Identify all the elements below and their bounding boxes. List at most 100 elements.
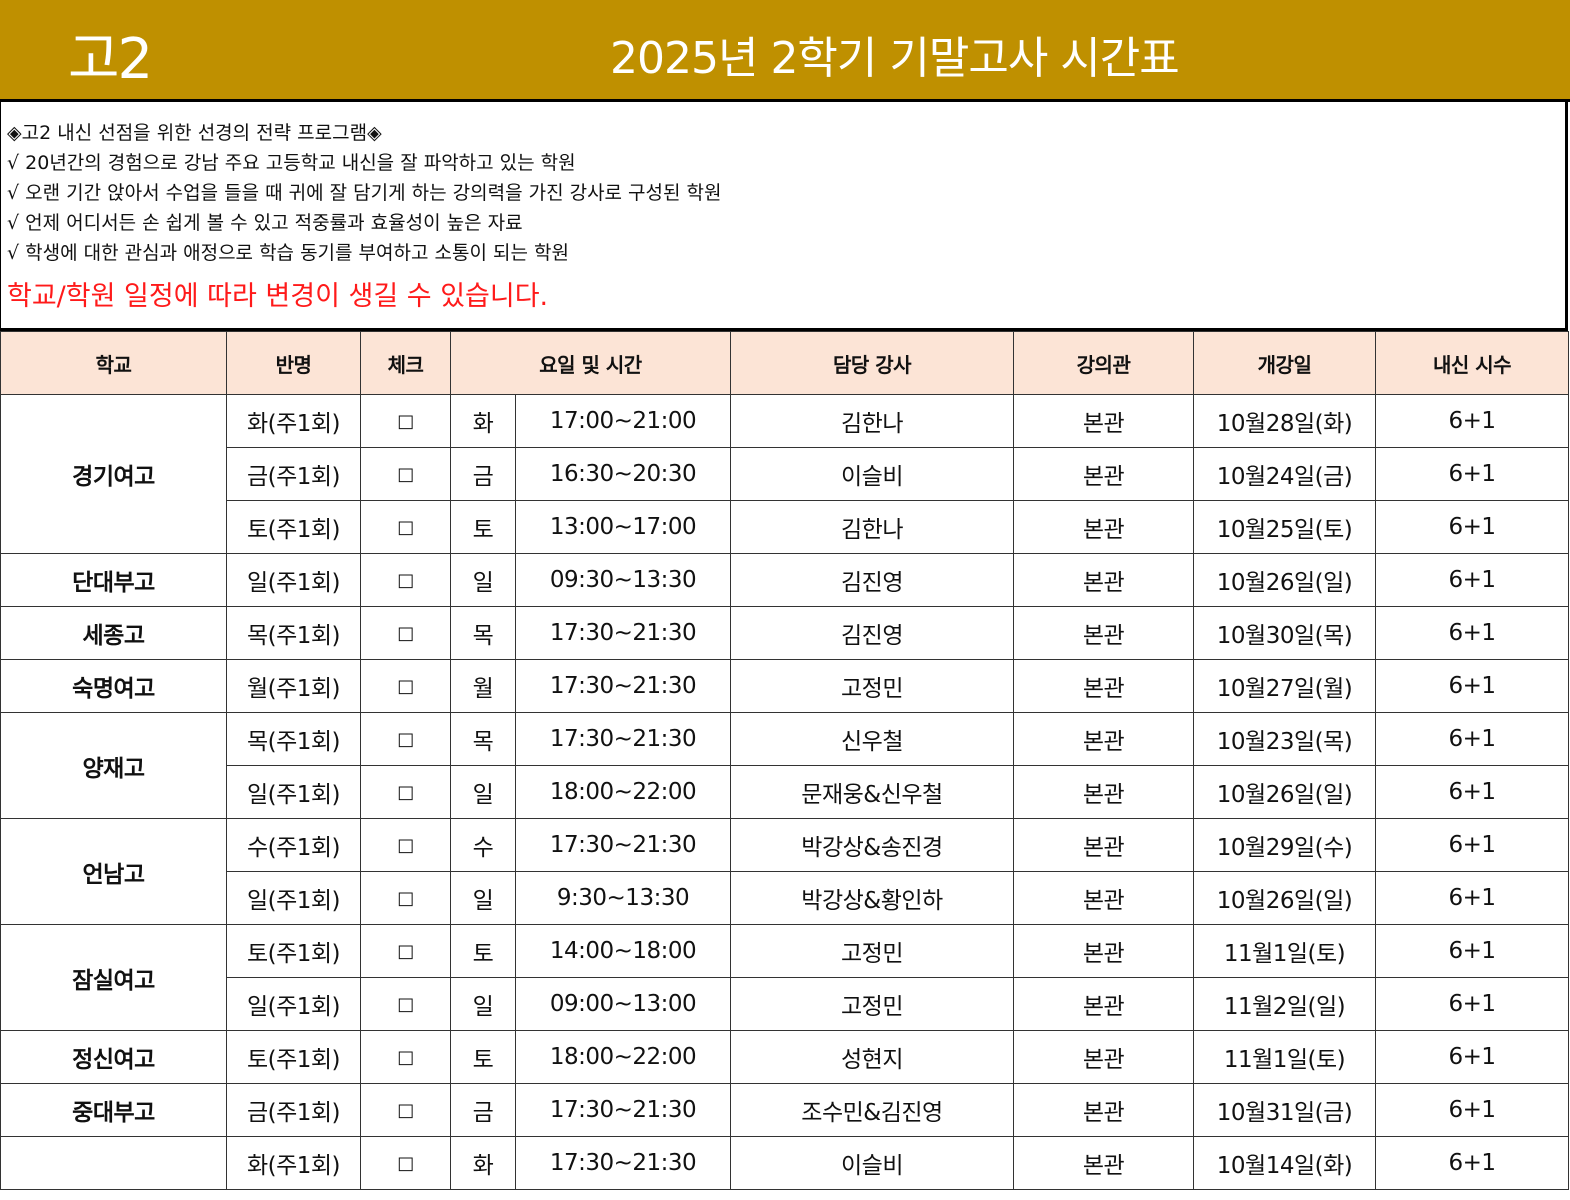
intro-line: √ 언제 어디서든 손 쉽게 볼 수 있고 적중률과 효율성이 높은 자료 xyxy=(7,212,523,234)
checkbox[interactable]: □ xyxy=(360,871,451,925)
hall-cell: 본관 xyxy=(1013,500,1194,554)
hall-cell: 본관 xyxy=(1013,553,1194,607)
start-date-cell: 10월26일(일) xyxy=(1193,553,1376,607)
day-cell: 토 xyxy=(450,1030,516,1084)
hall-cell: 본관 xyxy=(1013,394,1194,448)
day-cell: 화 xyxy=(450,1136,516,1190)
school-cell: 경기여고 xyxy=(0,394,227,554)
hours-cell: 6+1 xyxy=(1375,659,1569,713)
hours-cell: 6+1 xyxy=(1375,606,1569,660)
start-date-cell: 10월24일(금) xyxy=(1193,447,1376,501)
day-cell: 일 xyxy=(450,977,516,1031)
school-cell: 언남고 xyxy=(0,818,227,925)
teacher-cell: 고정민 xyxy=(730,977,1014,1031)
intro-heading: ◈고2 내신 선점을 위한 선경의 전략 프로그램◈ xyxy=(7,122,382,144)
hours-cell: 6+1 xyxy=(1375,1136,1569,1190)
hours-cell: 6+1 xyxy=(1375,818,1569,872)
teacher-cell: 성현지 xyxy=(730,1030,1014,1084)
hall-cell: 본관 xyxy=(1013,712,1194,766)
school-cell xyxy=(0,1136,227,1190)
table-row: 토(주1회) □ 토 13:00~17:00 김한나 본관 10월25일(토) 6+1 xyxy=(1,500,1569,554)
time-cell: 17:00~21:00 xyxy=(515,394,731,448)
day-cell: 금 xyxy=(450,447,516,501)
header-school: 학교 xyxy=(0,331,227,395)
time-cell: 17:30~21:30 xyxy=(515,1136,731,1190)
checkbox[interactable]: □ xyxy=(360,818,451,872)
checkbox[interactable]: □ xyxy=(360,765,451,819)
start-date-cell: 11월1일(토) xyxy=(1193,924,1376,978)
time-cell: 17:30~21:30 xyxy=(515,818,731,872)
hours-cell: 6+1 xyxy=(1375,924,1569,978)
teacher-cell: 김한나 xyxy=(730,394,1014,448)
time-cell: 17:30~21:30 xyxy=(515,1083,731,1137)
hours-cell: 6+1 xyxy=(1375,1030,1569,1084)
checkbox[interactable]: □ xyxy=(360,394,451,448)
table-row: 잠실여고 토(주1회) □ 토 14:00~18:00 고정민 본관 11월1일(토) 6+1 xyxy=(0,924,1569,1031)
time-cell: 09:00~13:00 xyxy=(515,977,731,1031)
time-cell: 18:00~22:00 xyxy=(515,1030,731,1084)
class-name-cell: 화(주1회) xyxy=(226,394,361,448)
teacher-cell: 김한나 xyxy=(730,500,1014,554)
school-cell: 잠실여고 xyxy=(0,924,227,1031)
class-name-cell: 토(주1회) xyxy=(226,924,361,978)
checkbox[interactable]: □ xyxy=(360,977,451,1031)
hours-cell: 6+1 xyxy=(1375,871,1569,925)
table-row: 양재고 목(주1회) □ 목 17:30~21:30 신우철 본관 10월23일(목) 6+1 xyxy=(0,712,1569,819)
hall-cell: 본관 xyxy=(1013,1030,1194,1084)
table-row: 경기여고 화(주1회) □ 화 17:00~21:00 김한나 본관 10월28일(화) 6+1 xyxy=(0,394,1569,554)
day-cell: 일 xyxy=(450,553,516,607)
title-banner: 고2 2025년 2학기 기말고사 시간표 xyxy=(0,0,1570,102)
day-cell: 목 xyxy=(450,712,516,766)
day-cell: 일 xyxy=(450,871,516,925)
checkbox[interactable]: □ xyxy=(360,500,451,554)
hours-cell: 6+1 xyxy=(1375,553,1569,607)
class-name-cell: 토(주1회) xyxy=(226,500,361,554)
hall-cell: 본관 xyxy=(1013,1136,1194,1190)
school-cell: 정신여고 xyxy=(0,1030,227,1084)
hall-cell: 본관 xyxy=(1013,447,1194,501)
checkbox[interactable]: □ xyxy=(360,606,451,660)
table-row: 정신여고 토(주1회) □ 토 18:00~22:00 성현지 본관 11월1일(토) 6+1 xyxy=(0,1030,1569,1084)
hours-cell: 6+1 xyxy=(1375,765,1569,819)
checkbox[interactable]: □ xyxy=(360,659,451,713)
checkbox[interactable]: □ xyxy=(360,924,451,978)
checkbox[interactable]: □ xyxy=(360,712,451,766)
day-cell: 목 xyxy=(450,606,516,660)
teacher-cell: 문재웅&신우철 xyxy=(730,765,1014,819)
class-name-cell: 일(주1회) xyxy=(226,977,361,1031)
grade-label: 고2 xyxy=(68,27,153,92)
checkbox[interactable]: □ xyxy=(360,447,451,501)
hours-cell: 6+1 xyxy=(1375,712,1569,766)
class-name-cell: 화(주1회) xyxy=(226,1136,361,1190)
time-cell: 17:30~21:30 xyxy=(515,606,731,660)
schedule-table: 학교 반명 체크 요일 및 시간 담당 강사 강의관 개강일 내신 시수 경기여… xyxy=(0,331,1569,1190)
start-date-cell: 11월1일(토) xyxy=(1193,1030,1376,1084)
time-cell: 17:30~21:30 xyxy=(515,659,731,713)
teacher-cell: 신우철 xyxy=(730,712,1014,766)
hall-cell: 본관 xyxy=(1013,924,1194,978)
checkbox[interactable]: □ xyxy=(360,1083,451,1137)
day-cell: 월 xyxy=(450,659,516,713)
checkbox[interactable]: □ xyxy=(360,553,451,607)
class-name-cell: 일(주1회) xyxy=(226,553,361,607)
intro-line: √ 오랜 기간 앉아서 수업을 들을 때 귀에 잘 담기게 하는 강의력을 가진… xyxy=(7,182,722,204)
hall-cell: 본관 xyxy=(1013,606,1194,660)
hall-cell: 본관 xyxy=(1013,818,1194,872)
header-day-time: 요일 및 시간 xyxy=(450,331,731,395)
checkbox[interactable]: □ xyxy=(360,1136,451,1190)
time-cell: 17:30~21:30 xyxy=(515,712,731,766)
table-header-row: 학교 반명 체크 요일 및 시간 담당 강사 강의관 개강일 내신 시수 xyxy=(0,331,1569,395)
start-date-cell: 11월2일(일) xyxy=(1193,977,1376,1031)
table-row: 화(주1회) □ 화 17:30~21:30 이슬비 본관 10월14일(화) 6+1 xyxy=(0,1136,1569,1190)
start-date-cell: 10월25일(토) xyxy=(1193,500,1376,554)
table-row: 단대부고 일(주1회) □ 일 09:30~13:30 김진영 본관 10월26일(일) 6+1 xyxy=(0,553,1569,607)
checkbox[interactable]: □ xyxy=(360,1030,451,1084)
teacher-cell: 고정민 xyxy=(730,924,1014,978)
header-hours: 내신 시수 xyxy=(1375,331,1569,395)
header-class: 반명 xyxy=(226,331,361,395)
hall-cell: 본관 xyxy=(1013,871,1194,925)
hours-cell: 6+1 xyxy=(1375,500,1569,554)
start-date-cell: 10월29일(수) xyxy=(1193,818,1376,872)
teacher-cell: 이슬비 xyxy=(730,1136,1014,1190)
schedule-change-notice: 학교/학원 일정에 따라 변경이 생길 수 있습니다. xyxy=(7,281,549,312)
